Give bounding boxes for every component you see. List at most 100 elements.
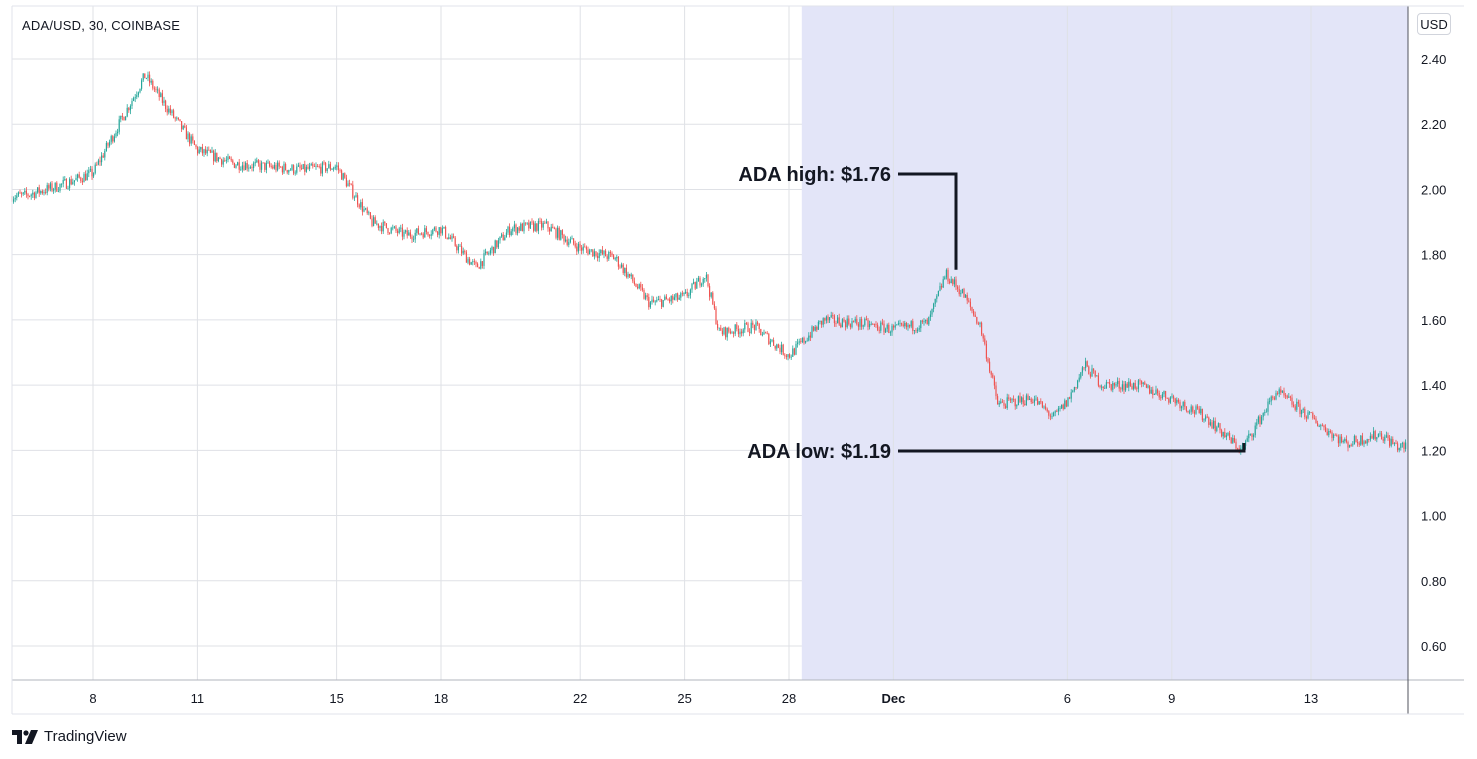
candle-body — [678, 297, 680, 300]
candle-body — [1070, 392, 1072, 399]
candle-body — [757, 322, 759, 324]
candle-body — [185, 127, 187, 140]
candle-body — [1113, 383, 1115, 386]
candle-body — [245, 162, 247, 171]
candle-body — [385, 223, 387, 229]
candle-body — [997, 396, 999, 405]
candle-body — [859, 318, 861, 327]
candle-body — [657, 299, 659, 301]
currency-button[interactable]: USD — [1417, 13, 1451, 35]
candle-body — [1347, 442, 1349, 448]
candle-body — [161, 93, 163, 103]
candle-body — [494, 240, 496, 254]
candle-body — [942, 279, 944, 288]
candle-body — [107, 142, 109, 146]
candle-body — [299, 165, 301, 169]
candle-body — [326, 168, 328, 172]
candle-body — [1393, 442, 1395, 444]
candle-body — [374, 217, 376, 224]
candle-body — [718, 327, 720, 329]
candle-body — [902, 324, 904, 327]
candle-body — [838, 317, 840, 325]
candle-body — [416, 228, 418, 233]
candle-body — [1032, 402, 1034, 403]
candle-body — [230, 158, 232, 161]
candle-body — [697, 277, 699, 282]
candle-body — [485, 251, 487, 254]
candle-body — [1221, 430, 1223, 437]
candle-body — [776, 344, 778, 349]
candle-body — [1139, 380, 1141, 382]
candle-body — [437, 231, 439, 235]
candle-body — [262, 162, 264, 164]
candle-body — [736, 324, 738, 329]
candle-body — [625, 267, 627, 277]
candle-body — [923, 321, 925, 322]
candle-body — [763, 332, 765, 335]
candle-body — [1248, 433, 1250, 439]
candle-body — [61, 183, 63, 185]
candle-body — [240, 169, 242, 171]
candle-body — [955, 279, 957, 287]
candle-body — [830, 315, 832, 318]
candle-body — [69, 179, 71, 189]
candle-body — [865, 318, 867, 320]
candle-body — [499, 236, 501, 241]
candle-body — [537, 220, 539, 231]
candle-body — [422, 233, 424, 238]
candle-body — [664, 296, 666, 300]
candle-body — [1369, 435, 1371, 440]
candle-body — [96, 164, 98, 166]
candle-body — [1149, 385, 1151, 394]
candle-body — [835, 323, 837, 324]
candle-body — [941, 286, 943, 288]
candle-body — [1158, 393, 1160, 398]
candle-body — [755, 322, 757, 330]
candle-body — [57, 190, 59, 192]
candle-body — [694, 282, 696, 289]
candle-body — [213, 150, 215, 162]
candle-body — [912, 321, 914, 331]
candle-body — [238, 162, 240, 170]
candle-body — [853, 321, 855, 322]
candle-body — [405, 230, 407, 232]
candle-body — [1309, 412, 1311, 414]
candle-body — [1101, 386, 1103, 388]
candle-body — [1326, 431, 1328, 436]
candle-body — [595, 251, 597, 256]
candle-body — [1315, 418, 1317, 424]
candle-body — [1045, 406, 1047, 409]
candle-body — [766, 332, 768, 334]
candle-body — [581, 247, 583, 251]
candle-body — [525, 222, 527, 224]
candle-body — [323, 162, 325, 164]
candle-body — [1294, 406, 1296, 410]
candle-body — [979, 322, 981, 325]
candle-body — [797, 342, 799, 344]
candle-body — [629, 273, 631, 277]
symbol-label: ADA/USD, 30, COINBASE — [22, 18, 181, 33]
candle-body — [961, 289, 963, 294]
candle-body — [1029, 398, 1031, 400]
candle-body — [1054, 411, 1056, 413]
tradingview-brand[interactable]: TradingView — [12, 728, 127, 745]
candle-body — [1305, 416, 1307, 419]
candle-body — [94, 164, 96, 174]
candle-body — [1021, 397, 1023, 402]
candle-body — [112, 136, 114, 142]
candle-body — [302, 164, 304, 169]
candle-body — [971, 306, 973, 311]
candle-body — [462, 250, 464, 254]
candle-body — [190, 136, 192, 144]
candle-body — [1373, 431, 1375, 439]
candle-body — [233, 162, 235, 168]
candle-body — [867, 319, 869, 327]
candle-body — [43, 192, 45, 194]
candle-body — [195, 144, 197, 148]
candle-body — [440, 227, 442, 234]
candle-body — [27, 194, 29, 197]
candle-body — [1008, 397, 1010, 399]
candle-body — [893, 325, 895, 328]
candle-body — [1286, 395, 1288, 398]
